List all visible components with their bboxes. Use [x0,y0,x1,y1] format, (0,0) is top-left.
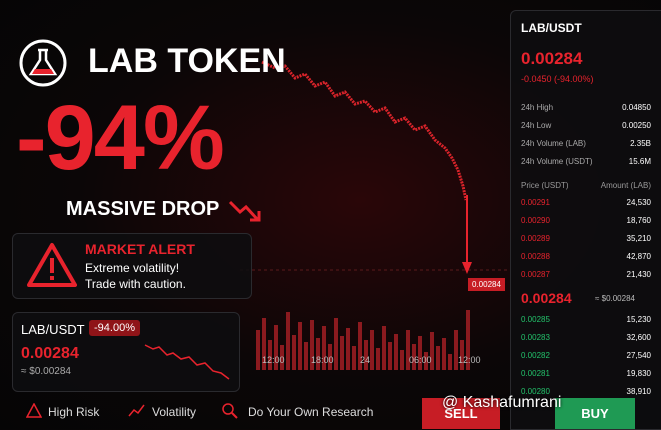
bid-amount: 19,830 [626,369,651,378]
ask-amount: 18,760 [626,216,651,225]
mini-usd: ≈ $0.00284 [21,366,71,377]
warning-icon [27,243,77,287]
book-header: Amount (LAB) [600,181,651,190]
order-panel: LAB/USDT 0.00284 -0.0450 (-94.00%) 0.002… [510,10,661,430]
alert-line: Trade with caution. [85,277,186,291]
time-label: 18:00 [311,355,334,365]
stat-label: 24h High [521,103,554,112]
stat-value: 15.6M [628,157,651,166]
mid-price: 0.00284 [521,290,572,306]
panel-price: 0.00284 [521,49,583,68]
ask-amount: 35,210 [626,234,651,243]
risk-icon [26,403,42,418]
bid-price: 0.00283 [521,333,550,342]
price-tag: 0.00284 [468,278,505,291]
panel-pair[interactable]: LAB/USDT [521,21,582,35]
ask-amount: 21,430 [626,270,651,279]
bid-amount: 38,910 [626,387,651,396]
alert-card: MARKET ALERT Extreme volatility! Trade w… [12,233,252,299]
subtitle: MASSIVE DROP [66,198,220,220]
ask-price: 0.00291 [521,198,550,207]
ask-price: 0.00289 [521,234,550,243]
title: LAB TOKEN [88,42,286,80]
time-label: 06:00 [409,355,432,365]
bid-price: 0.00281 [521,369,550,378]
stat-value: 0.04850 [622,103,651,112]
stat-value: 2.35B [630,139,651,148]
footer-item: Do Your Own Research [248,405,374,419]
alert-title: MARKET ALERT [85,241,195,257]
bid-price: 0.00285 [521,315,550,324]
down-arrow-icon [228,200,261,222]
stat-label: 24h Volume (LAB) [521,139,586,148]
ask-price: 0.00290 [521,216,550,225]
stat-value: 0.00250 [622,121,651,130]
footer-item: Volatility [152,405,197,419]
panel-change: -0.0450 (-94.00%) [521,74,594,84]
buy-button[interactable]: BUY [555,398,635,429]
ask-amount: 24,530 [626,198,651,207]
alert-line: Extreme volatility! [85,261,180,275]
time-label: 12:00 [262,355,285,365]
mid-usd: ≈ $0.00284 [595,294,635,303]
flask-icon [19,39,67,87]
time-label: 24 [360,355,371,365]
headline: -94% [16,87,225,189]
ask-price: 0.00287 [521,270,550,279]
mini-pair: LAB/USDT [21,322,85,337]
mini-change: -94.00% [89,320,140,336]
ask-amount: 42,870 [626,252,651,261]
footer-item: High Risk [48,405,100,419]
sell-button[interactable]: SELL [422,398,500,429]
stat-label: 24h Volume (USDT) [521,157,593,166]
watermark: @ Kashafumrani [442,394,562,411]
mini-price: 0.00284 [21,345,79,362]
book-header: Price (USDT) [521,181,569,190]
bid-amount: 32,600 [626,333,651,342]
bid-amount: 15,230 [626,315,651,324]
stat-label: 24h Low [521,121,552,130]
search-icon [222,403,238,419]
bid-price: 0.00282 [521,351,550,360]
mini-card: LAB/USDT -94.00% 0.00284 ≈ $0.00284 [12,312,240,392]
bid-amount: 27,540 [626,351,651,360]
bid-price: 0.00280 [521,387,550,396]
mini-sparkline [144,344,230,380]
volatility-icon [128,404,145,417]
time-label: 12:00 [458,355,481,365]
ask-price: 0.00288 [521,252,550,261]
